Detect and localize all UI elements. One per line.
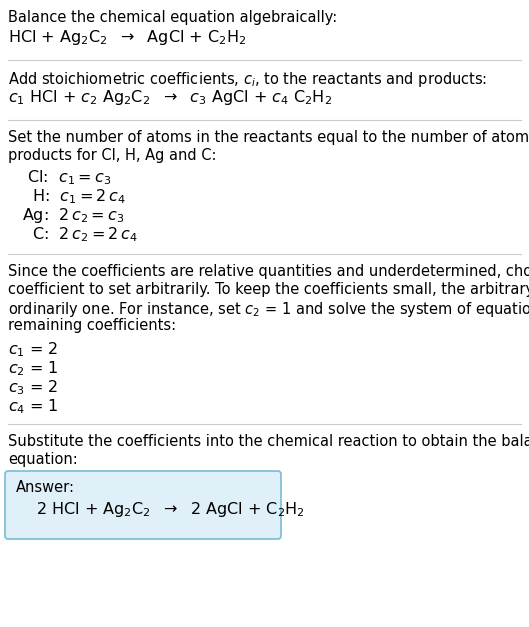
Text: $c_2$ = 1: $c_2$ = 1 xyxy=(8,359,59,377)
Text: Ag:  $2\,c_2 = c_3$: Ag: $2\,c_2 = c_3$ xyxy=(22,206,124,225)
Text: Since the coefficients are relative quantities and underdetermined, choose a: Since the coefficients are relative quan… xyxy=(8,264,529,279)
Text: ordinarily one. For instance, set $c_2$ = 1 and solve the system of equations fo: ordinarily one. For instance, set $c_2$ … xyxy=(8,300,529,319)
Text: Set the number of atoms in the reactants equal to the number of atoms in the: Set the number of atoms in the reactants… xyxy=(8,130,529,145)
Text: HCl + Ag$_2$C$_2$  $\rightarrow$  AgCl + C$_2$H$_2$: HCl + Ag$_2$C$_2$ $\rightarrow$ AgCl + C… xyxy=(8,28,247,47)
Text: remaining coefficients:: remaining coefficients: xyxy=(8,318,176,333)
Text: Substitute the coefficients into the chemical reaction to obtain the balanced: Substitute the coefficients into the che… xyxy=(8,434,529,449)
Text: $c_4$ = 1: $c_4$ = 1 xyxy=(8,397,59,416)
Text: 2 HCl + Ag$_2$C$_2$  $\rightarrow$  2 AgCl + C$_2$H$_2$: 2 HCl + Ag$_2$C$_2$ $\rightarrow$ 2 AgCl… xyxy=(36,500,305,519)
Text: Balance the chemical equation algebraically:: Balance the chemical equation algebraica… xyxy=(8,10,338,25)
Text: $c_1$ HCl + $c_2$ Ag$_2$C$_2$  $\rightarrow$  $c_3$ AgCl + $c_4$ C$_2$H$_2$: $c_1$ HCl + $c_2$ Ag$_2$C$_2$ $\rightarr… xyxy=(8,88,332,107)
Text: $c_1$ = 2: $c_1$ = 2 xyxy=(8,340,58,359)
Text: Add stoichiometric coefficients, $c_i$, to the reactants and products:: Add stoichiometric coefficients, $c_i$, … xyxy=(8,70,487,89)
FancyBboxPatch shape xyxy=(5,471,281,539)
Text: equation:: equation: xyxy=(8,452,78,467)
Text: products for Cl, H, Ag and C:: products for Cl, H, Ag and C: xyxy=(8,148,216,163)
Text: $c_3$ = 2: $c_3$ = 2 xyxy=(8,378,58,397)
Text: C:  $2\,c_2 = 2\,c_4$: C: $2\,c_2 = 2\,c_4$ xyxy=(22,225,138,244)
Text: H:  $c_1 = 2\,c_4$: H: $c_1 = 2\,c_4$ xyxy=(22,187,126,206)
Text: Answer:: Answer: xyxy=(16,480,75,495)
Text: Cl:  $c_1 = c_3$: Cl: $c_1 = c_3$ xyxy=(22,168,111,187)
Text: coefficient to set arbitrarily. To keep the coefficients small, the arbitrary va: coefficient to set arbitrarily. To keep … xyxy=(8,282,529,297)
